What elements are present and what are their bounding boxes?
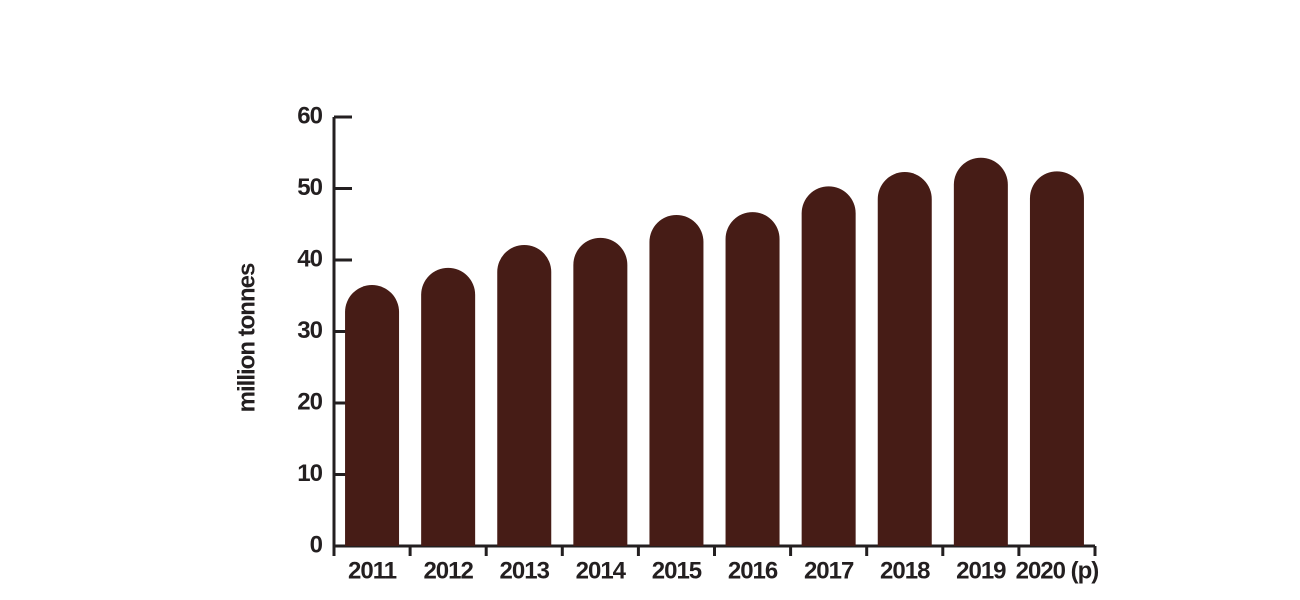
y-tick-label: 10	[297, 460, 322, 487]
bar	[345, 285, 400, 546]
y-tick-label: 0	[310, 531, 323, 558]
bar	[1029, 171, 1084, 546]
x-tick-label: 2015	[652, 557, 702, 584]
x-tick-label: 2018	[880, 557, 930, 584]
y-axis-label: million tonnes	[233, 263, 260, 412]
x-tick-label: 2019	[956, 557, 1006, 584]
y-tick-label: 40	[297, 245, 322, 272]
x-tick-label: 2012	[423, 557, 473, 584]
bar	[497, 244, 552, 546]
bar	[725, 212, 780, 546]
y-tick-label: 50	[297, 174, 322, 201]
bar	[649, 214, 704, 546]
bar	[953, 157, 1008, 546]
x-tick-label: 2016	[728, 557, 778, 584]
bar	[573, 237, 628, 546]
bar	[877, 172, 932, 546]
y-tick-label: 30	[297, 317, 322, 344]
x-tick-label: 2014	[576, 557, 627, 584]
x-tick-label: 2020 (p)	[1016, 557, 1099, 584]
x-tick-label: 2013	[500, 557, 550, 584]
x-tick-label: 2017	[804, 557, 854, 584]
x-tick-label: 2011	[348, 557, 397, 584]
y-tick-label: 60	[297, 102, 322, 129]
bar	[801, 186, 856, 547]
y-tick-label: 20	[297, 388, 322, 415]
bar	[421, 267, 476, 546]
